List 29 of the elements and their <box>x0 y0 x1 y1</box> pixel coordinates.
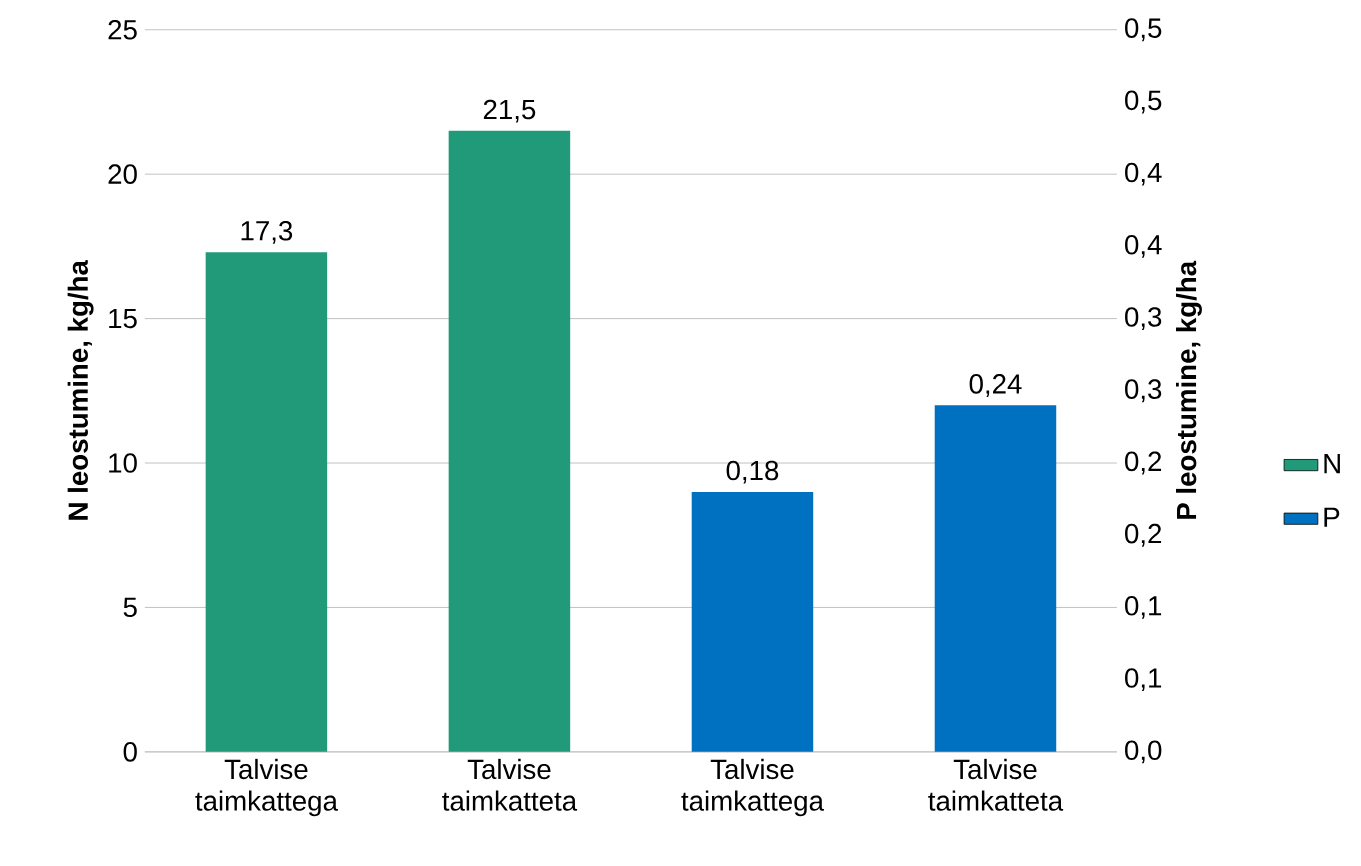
y-tick-label: 20 <box>108 164 137 185</box>
y2-tick-label: 0,4 <box>1125 162 1162 186</box>
data-label: 0,24 <box>969 374 1022 397</box>
y2-tick-label: 0,5 <box>1125 18 1162 42</box>
y2-tick-label: 0,1 <box>1125 668 1162 692</box>
y2-axis-title: P leostumine, kg/ha <box>1176 260 1202 519</box>
y-tick-label: 5 <box>123 597 137 618</box>
x-tick-label: Talvise taimkattega <box>681 758 824 817</box>
legend-label: N <box>1324 454 1340 474</box>
y2-tick-label: 0,2 <box>1125 451 1162 475</box>
y-axis-title: N leostumine, kg/ha <box>67 259 94 520</box>
data-label: 0,18 <box>726 460 779 484</box>
y2-tick-label: 0,5 <box>1125 90 1162 114</box>
y-tick-label: 0 <box>123 742 137 762</box>
x-tick-label: Talvise taimkattega <box>195 758 338 817</box>
data-label: 17,3 <box>241 221 293 244</box>
data-label: 21,5 <box>483 99 536 123</box>
y-tick-label: 25 <box>108 19 137 40</box>
y2-tick-label: 0,2 <box>1125 523 1162 547</box>
y2-tick-label: 0,0 <box>1125 740 1162 764</box>
legend-label: P <box>1324 507 1340 527</box>
y2-tick-label: 0,4 <box>1125 234 1162 258</box>
y2-tick-label: 0,1 <box>1125 596 1162 619</box>
x-tick-label: Talvise taimkatteta <box>442 758 578 811</box>
x-tick-label: Talvise taimkatteta <box>928 758 1064 811</box>
y-tick-label: 15 <box>109 308 137 329</box>
y2-tick-label: 0,3 <box>1125 307 1162 331</box>
y-tick-label: 10 <box>109 453 137 473</box>
y2-tick-label: 0,3 <box>1125 379 1162 403</box>
